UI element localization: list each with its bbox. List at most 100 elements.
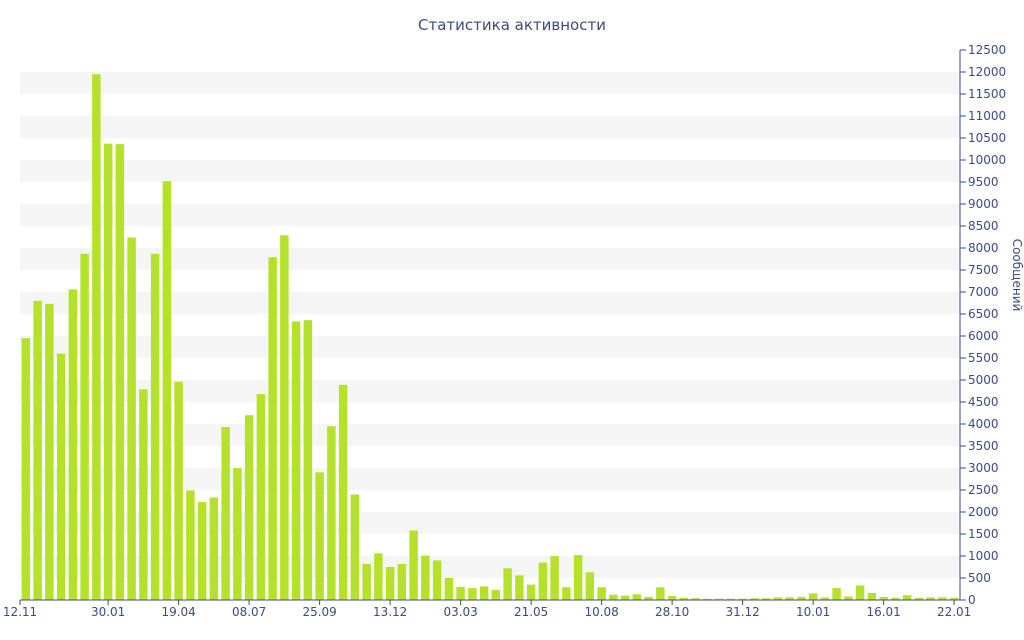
bar[interactable] [550,556,559,600]
bar[interactable] [103,143,113,600]
bar[interactable] [902,595,912,600]
bar[interactable] [338,384,348,600]
y-axis-title: Сообщений [1010,239,1024,312]
bar[interactable] [362,563,371,600]
bar[interactable] [21,338,31,600]
bar[interactable] [949,597,959,600]
bar[interactable] [80,253,89,600]
bar[interactable] [703,598,712,600]
bar[interactable] [244,415,254,600]
bar[interactable] [56,353,66,600]
bar[interactable] [291,321,301,600]
x-tick-label: 22.01 [937,605,971,619]
y-tick-label: 10000 [968,153,1006,167]
bar[interactable] [315,472,324,600]
bar[interactable] [879,596,888,600]
bar[interactable] [691,598,700,600]
bar[interactable] [280,235,289,601]
bar[interactable] [656,587,665,600]
bar[interactable] [503,568,512,600]
bar[interactable] [891,597,900,600]
bar[interactable] [620,595,630,600]
bar[interactable] [45,303,54,600]
bar[interactable] [714,598,724,600]
bar[interactable] [303,320,313,600]
bar[interactable] [808,593,818,600]
x-tick-label: 16.01 [866,605,900,619]
bar[interactable] [926,597,935,600]
bar[interactable] [479,586,489,600]
bar[interactable] [33,300,42,600]
grid-band [20,556,960,578]
grid-band [20,424,960,446]
y-tick-label: 11500 [968,87,1006,101]
bar[interactable] [832,588,841,600]
bar[interactable] [162,181,172,600]
bar[interactable] [409,530,418,600]
bar[interactable] [209,497,219,600]
x-tick-label: 10.08 [584,605,618,619]
bar[interactable] [597,587,606,600]
bar[interactable] [679,597,689,600]
x-axis-ticks: 12.11 30.01 19.04 08.07 25.09 13.12 03.03 21.05… [3,600,971,619]
bar[interactable] [327,426,336,600]
bar[interactable] [844,596,853,600]
bar[interactable] [515,575,524,600]
bar[interactable] [385,567,395,600]
bar[interactable] [92,74,101,600]
bar[interactable] [667,596,677,600]
bar[interactable] [632,594,642,600]
bar[interactable] [585,572,595,600]
bar[interactable] [761,598,771,600]
bar[interactable] [914,597,924,600]
grid-bands [20,72,960,578]
bar[interactable] [268,257,277,600]
bar[interactable] [573,555,583,600]
bar[interactable] [867,592,877,600]
y-tick-label: 3500 [968,439,999,453]
x-tick-label: 03.03 [443,605,477,619]
bar[interactable] [538,562,548,600]
bar[interactable] [785,597,794,600]
bar[interactable] [150,253,160,600]
bar[interactable] [855,585,865,600]
x-tick-label: 31.12 [725,605,759,619]
bar[interactable] [186,490,195,600]
bar[interactable] [68,289,78,600]
bar[interactable] [432,560,442,600]
bar[interactable] [350,494,360,600]
x-tick-label: 12.11 [3,605,37,619]
bar[interactable] [938,597,947,600]
x-tick-label: 19.04 [161,605,195,619]
bar[interactable] [797,596,806,600]
y-tick-label: 10500 [968,131,1006,145]
grid-band [20,116,960,138]
bar[interactable] [397,563,407,600]
bar[interactable] [820,597,830,600]
bar[interactable] [644,596,653,600]
bar[interactable] [115,144,125,600]
bar[interactable] [526,584,536,600]
bar[interactable] [773,597,783,600]
bar[interactable] [374,553,383,600]
bar[interactable] [127,237,136,600]
bar[interactable] [468,588,477,600]
bar[interactable] [444,578,454,600]
grid-band [20,292,960,314]
grid-band [20,160,960,182]
bar[interactable] [491,589,501,600]
bar[interactable] [738,598,747,600]
bar[interactable] [221,427,230,600]
bar[interactable] [421,555,430,600]
bar[interactable] [456,586,465,600]
bar[interactable] [197,501,207,600]
y-tick-label: 2500 [968,483,999,497]
bar[interactable] [139,389,148,600]
bar[interactable] [609,594,618,600]
bar[interactable] [562,587,571,600]
bar[interactable] [233,468,242,600]
bar[interactable] [750,598,759,600]
bar[interactable] [726,598,736,600]
bar[interactable] [256,394,266,600]
bar[interactable] [174,381,183,600]
